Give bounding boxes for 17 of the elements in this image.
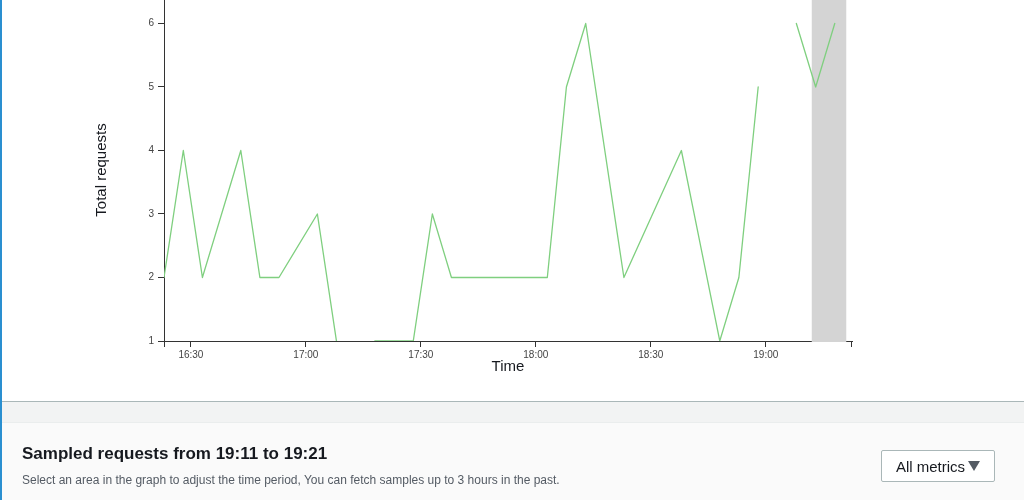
x-tick-label: 18:30 [638, 348, 664, 360]
x-tick-label: 19:00 [753, 348, 779, 360]
y-tick-label: 4 [148, 144, 155, 156]
text: Select an area in the graph to adjust the time period, You can fetch samples up to 3 hours in the past. [22, 472, 560, 488]
y-axis-title: Total requests [91, 123, 109, 217]
x-axis-title: Time [491, 357, 525, 375]
x-tick-label: 17:00 [293, 348, 319, 360]
x-tick-label: 16:30 [178, 348, 204, 360]
y-tick-label: 6 [148, 17, 155, 29]
dropdown-button: All metrics [881, 450, 995, 482]
y-tick-label: 1 [148, 334, 155, 346]
y-tick-label: 2 [148, 271, 155, 283]
y-tick-label: 5 [148, 80, 155, 92]
y-tick-label: 3 [148, 207, 155, 219]
x-tick-label: 17:30 [408, 348, 434, 360]
x-tick-label: 18:00 [523, 348, 549, 360]
text: Sampled requests from 19:11 to 19:21 [22, 443, 328, 465]
